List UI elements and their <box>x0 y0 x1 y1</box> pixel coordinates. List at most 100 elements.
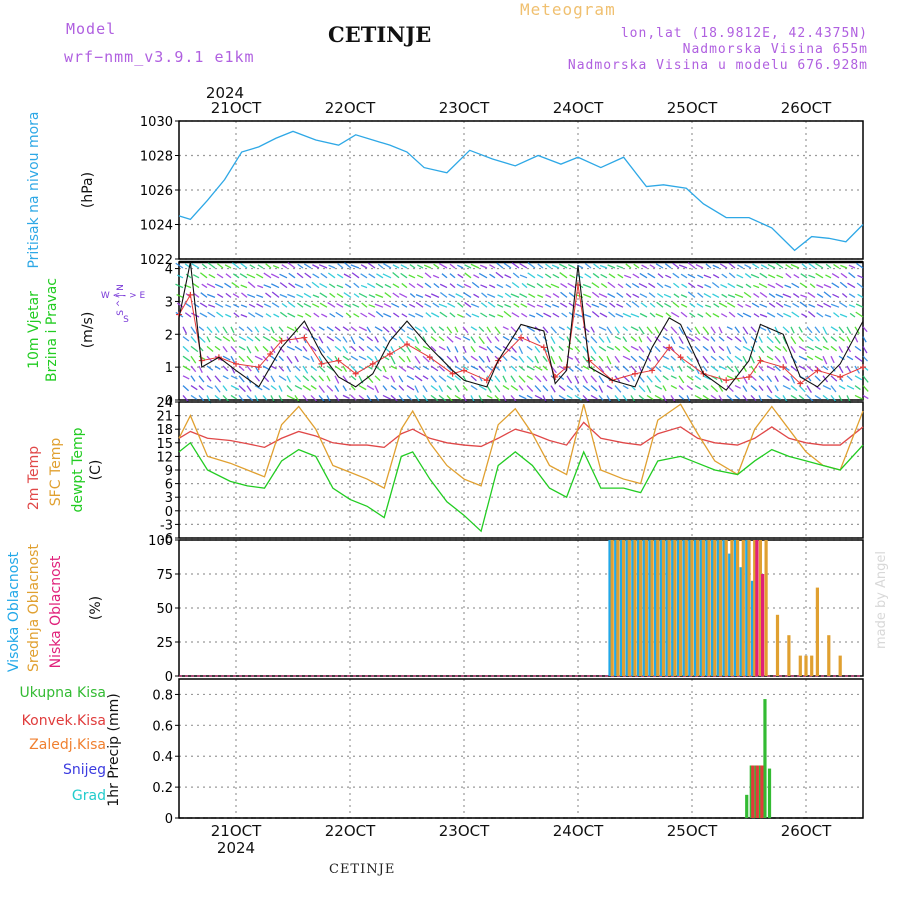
wind-barb <box>182 394 189 402</box>
wind-barb <box>768 302 776 308</box>
wind-barb <box>790 375 796 384</box>
high-cloud-bar <box>631 540 635 676</box>
wind-barb <box>830 345 838 352</box>
wind-barb <box>846 375 853 381</box>
wind-barb <box>614 365 620 371</box>
legend-hail: Grad <box>72 788 106 804</box>
wind-barb <box>329 292 336 298</box>
wind-barb <box>486 326 492 333</box>
wind-barb <box>638 355 645 362</box>
wind-barb <box>857 274 864 279</box>
wind-barb <box>287 262 296 269</box>
wind-barb <box>376 273 384 279</box>
wind-barb <box>566 375 573 384</box>
pressure-unit-label: (hPa) <box>80 172 96 208</box>
wind-barb <box>846 355 854 361</box>
gust-marker <box>404 341 410 348</box>
mid-cloud-bar <box>610 540 614 676</box>
wind-barb <box>446 336 454 343</box>
wind-barb <box>790 365 798 372</box>
wind-barb <box>447 302 456 308</box>
compass-rose: S W < - > E <box>101 291 146 325</box>
wind-unit-label: (m/s) <box>80 312 96 349</box>
wind-barb <box>312 294 320 299</box>
wind-barb <box>216 263 224 269</box>
wind-barb <box>737 312 744 318</box>
wind-barb <box>697 284 704 289</box>
wind-barb <box>399 292 408 298</box>
wind-barb <box>270 346 276 354</box>
wind-barb <box>862 326 868 333</box>
wind-barb <box>791 311 800 318</box>
wind-barb <box>718 355 725 361</box>
wind-barb <box>673 293 680 298</box>
wind-barb <box>649 302 656 308</box>
high-cloud-bar <box>614 540 618 676</box>
wind-barb <box>374 345 381 352</box>
wind-barb <box>774 394 781 400</box>
x-top-tick-label: 21OCT <box>211 99 262 117</box>
wind-barb <box>318 345 326 354</box>
wind-barb <box>382 326 390 333</box>
y-tick-label: 21 <box>156 410 173 425</box>
wind-barb <box>832 293 840 298</box>
x-top-tick-label: 22OCT <box>325 99 376 117</box>
wind-barb <box>822 355 828 365</box>
wind-barb <box>697 313 704 318</box>
wind-barb <box>822 345 830 351</box>
wind-barb <box>382 385 388 391</box>
wind-barb <box>510 375 516 383</box>
wind-barb <box>478 326 485 333</box>
wind-barb <box>367 262 376 269</box>
wind-barb <box>473 274 480 279</box>
wind-barb <box>758 385 764 391</box>
wind-barb <box>470 263 480 269</box>
wind-barb <box>662 355 670 360</box>
wind-barb <box>206 326 213 333</box>
wind-barb <box>814 355 823 361</box>
wind-barb <box>342 365 348 373</box>
wind-barb <box>286 375 291 383</box>
wind-barb <box>526 345 533 351</box>
wind-barb <box>654 355 660 363</box>
wind-barb <box>353 282 360 289</box>
wind-barb <box>638 326 645 335</box>
wind-barb <box>342 336 348 343</box>
wind-barb <box>625 263 632 269</box>
wind-barb <box>806 375 812 382</box>
wind-barb <box>343 273 352 279</box>
wind-barb <box>838 346 844 353</box>
wind-barb <box>454 394 462 401</box>
wind-barb <box>798 365 807 371</box>
wind-barb <box>702 355 709 364</box>
wind-barb <box>390 336 398 341</box>
wind-barb <box>560 291 568 298</box>
wind-barb <box>375 293 384 299</box>
wind-barb <box>473 293 480 298</box>
wind-barb <box>375 311 384 318</box>
wind-barb <box>366 385 375 391</box>
wind-barb <box>336 273 344 279</box>
high-cloud-bar <box>722 540 726 676</box>
wind-barb <box>368 294 376 298</box>
wind-barb <box>590 336 598 344</box>
wind-barb <box>678 394 685 400</box>
wind-barb <box>622 345 631 353</box>
wind-barb <box>607 281 616 289</box>
wind-barb <box>847 282 856 289</box>
wind-barb <box>415 294 424 299</box>
wind-barb <box>222 336 231 342</box>
wind-barb <box>672 301 680 308</box>
wind-barb <box>622 355 631 361</box>
mid-cloud-bar <box>633 540 637 676</box>
wind-barb <box>806 355 814 361</box>
gust-marker <box>301 334 308 341</box>
wind-barb <box>670 385 678 390</box>
meteogram-label: Meteogram <box>520 0 616 19</box>
wind-barb <box>815 262 824 269</box>
wind-barb <box>862 336 867 343</box>
wind-barb <box>392 271 400 279</box>
wind-barb <box>830 385 837 393</box>
wind-barb <box>422 394 429 402</box>
wind-barb <box>624 274 632 279</box>
